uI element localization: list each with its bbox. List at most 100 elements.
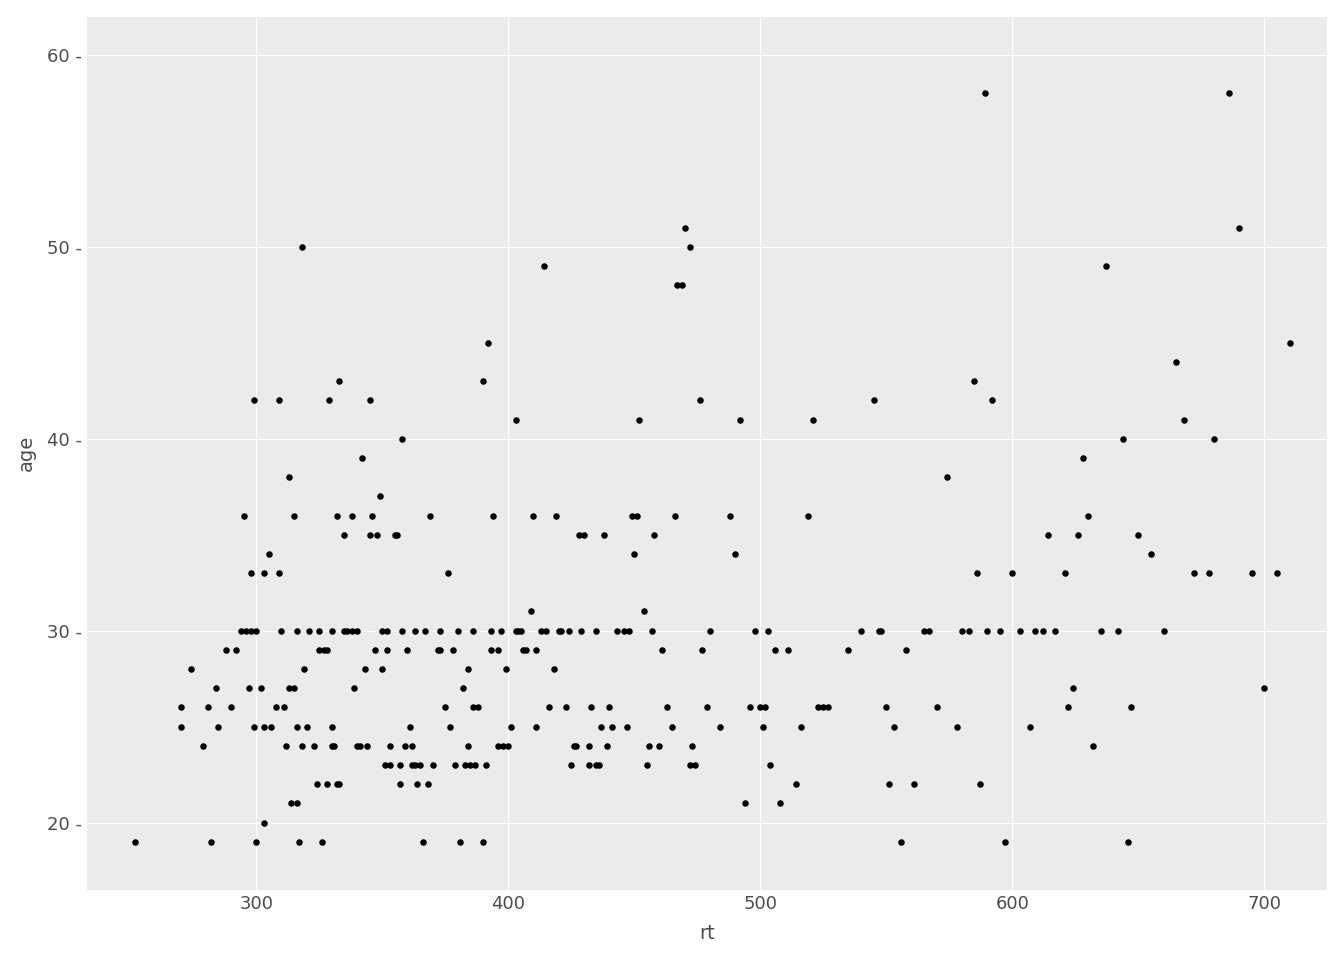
Point bbox=[313, 642, 335, 658]
Point bbox=[684, 757, 706, 773]
Point bbox=[656, 700, 677, 715]
Point bbox=[310, 834, 332, 850]
Point bbox=[454, 757, 476, 773]
Point bbox=[689, 393, 711, 408]
Point bbox=[284, 508, 305, 523]
Point bbox=[1113, 431, 1134, 446]
Point bbox=[1062, 681, 1083, 696]
Point bbox=[649, 738, 671, 754]
Point bbox=[391, 431, 413, 446]
Point bbox=[278, 681, 300, 696]
Point bbox=[281, 796, 302, 811]
Point bbox=[863, 393, 884, 408]
Point bbox=[946, 719, 968, 734]
Point bbox=[613, 623, 634, 638]
Point bbox=[359, 393, 380, 408]
Point bbox=[390, 777, 411, 792]
Point bbox=[1055, 565, 1077, 581]
Point bbox=[1183, 565, 1204, 581]
Point bbox=[981, 393, 1003, 408]
Point bbox=[586, 757, 607, 773]
Point bbox=[309, 642, 331, 658]
Point bbox=[284, 681, 305, 696]
Point bbox=[327, 777, 348, 792]
Point bbox=[730, 412, 751, 427]
Point bbox=[569, 527, 590, 542]
Point bbox=[875, 700, 896, 715]
Point bbox=[724, 546, 746, 562]
Point bbox=[278, 469, 300, 485]
Point bbox=[206, 681, 227, 696]
Point bbox=[477, 335, 499, 350]
Point bbox=[1117, 834, 1138, 850]
Point bbox=[1095, 258, 1117, 274]
Point bbox=[497, 738, 519, 754]
Point bbox=[472, 373, 493, 389]
Point bbox=[1198, 565, 1219, 581]
X-axis label: rt: rt bbox=[699, 924, 715, 944]
Point bbox=[356, 738, 378, 754]
Point bbox=[1024, 623, 1046, 638]
Point bbox=[362, 508, 383, 523]
Point bbox=[445, 757, 466, 773]
Point bbox=[770, 796, 792, 811]
Point bbox=[1266, 565, 1288, 581]
Point bbox=[777, 642, 798, 658]
Point bbox=[379, 757, 401, 773]
Point bbox=[253, 815, 274, 830]
Point bbox=[505, 412, 527, 427]
Point bbox=[270, 623, 292, 638]
Point bbox=[306, 777, 328, 792]
Point bbox=[390, 757, 411, 773]
Point bbox=[664, 508, 685, 523]
Point bbox=[266, 700, 288, 715]
Point bbox=[976, 623, 997, 638]
Point bbox=[480, 642, 501, 658]
Point bbox=[851, 623, 872, 638]
Point bbox=[765, 642, 786, 658]
Point bbox=[1044, 623, 1066, 638]
Point bbox=[1107, 623, 1129, 638]
Point bbox=[797, 508, 818, 523]
Point bbox=[491, 623, 512, 638]
Point bbox=[508, 623, 530, 638]
Point bbox=[370, 489, 391, 504]
Point bbox=[679, 757, 700, 773]
Point bbox=[169, 700, 191, 715]
Point bbox=[480, 623, 501, 638]
Point bbox=[903, 777, 925, 792]
Point bbox=[745, 623, 766, 638]
Point bbox=[452, 681, 473, 696]
Point bbox=[759, 757, 781, 773]
Point bbox=[958, 623, 980, 638]
Point bbox=[790, 719, 812, 734]
Point bbox=[243, 393, 265, 408]
Point bbox=[817, 700, 839, 715]
Point bbox=[1067, 527, 1089, 542]
Point bbox=[667, 277, 688, 293]
Point bbox=[410, 757, 431, 773]
Point bbox=[290, 738, 312, 754]
Point bbox=[238, 681, 259, 696]
Point bbox=[734, 796, 755, 811]
Point bbox=[430, 623, 452, 638]
Point bbox=[371, 623, 392, 638]
Point bbox=[253, 565, 274, 581]
Point bbox=[261, 719, 282, 734]
Point bbox=[169, 719, 191, 734]
Point bbox=[207, 719, 228, 734]
Point bbox=[427, 642, 449, 658]
Point bbox=[399, 719, 421, 734]
Point bbox=[364, 642, 386, 658]
Point bbox=[474, 757, 496, 773]
Point bbox=[286, 719, 308, 734]
Point bbox=[606, 623, 628, 638]
Point bbox=[267, 393, 289, 408]
Point bbox=[246, 623, 267, 638]
Point bbox=[351, 450, 372, 466]
Point bbox=[465, 757, 487, 773]
Point bbox=[273, 700, 294, 715]
Point bbox=[407, 777, 429, 792]
Point bbox=[571, 623, 593, 638]
Point bbox=[558, 623, 579, 638]
